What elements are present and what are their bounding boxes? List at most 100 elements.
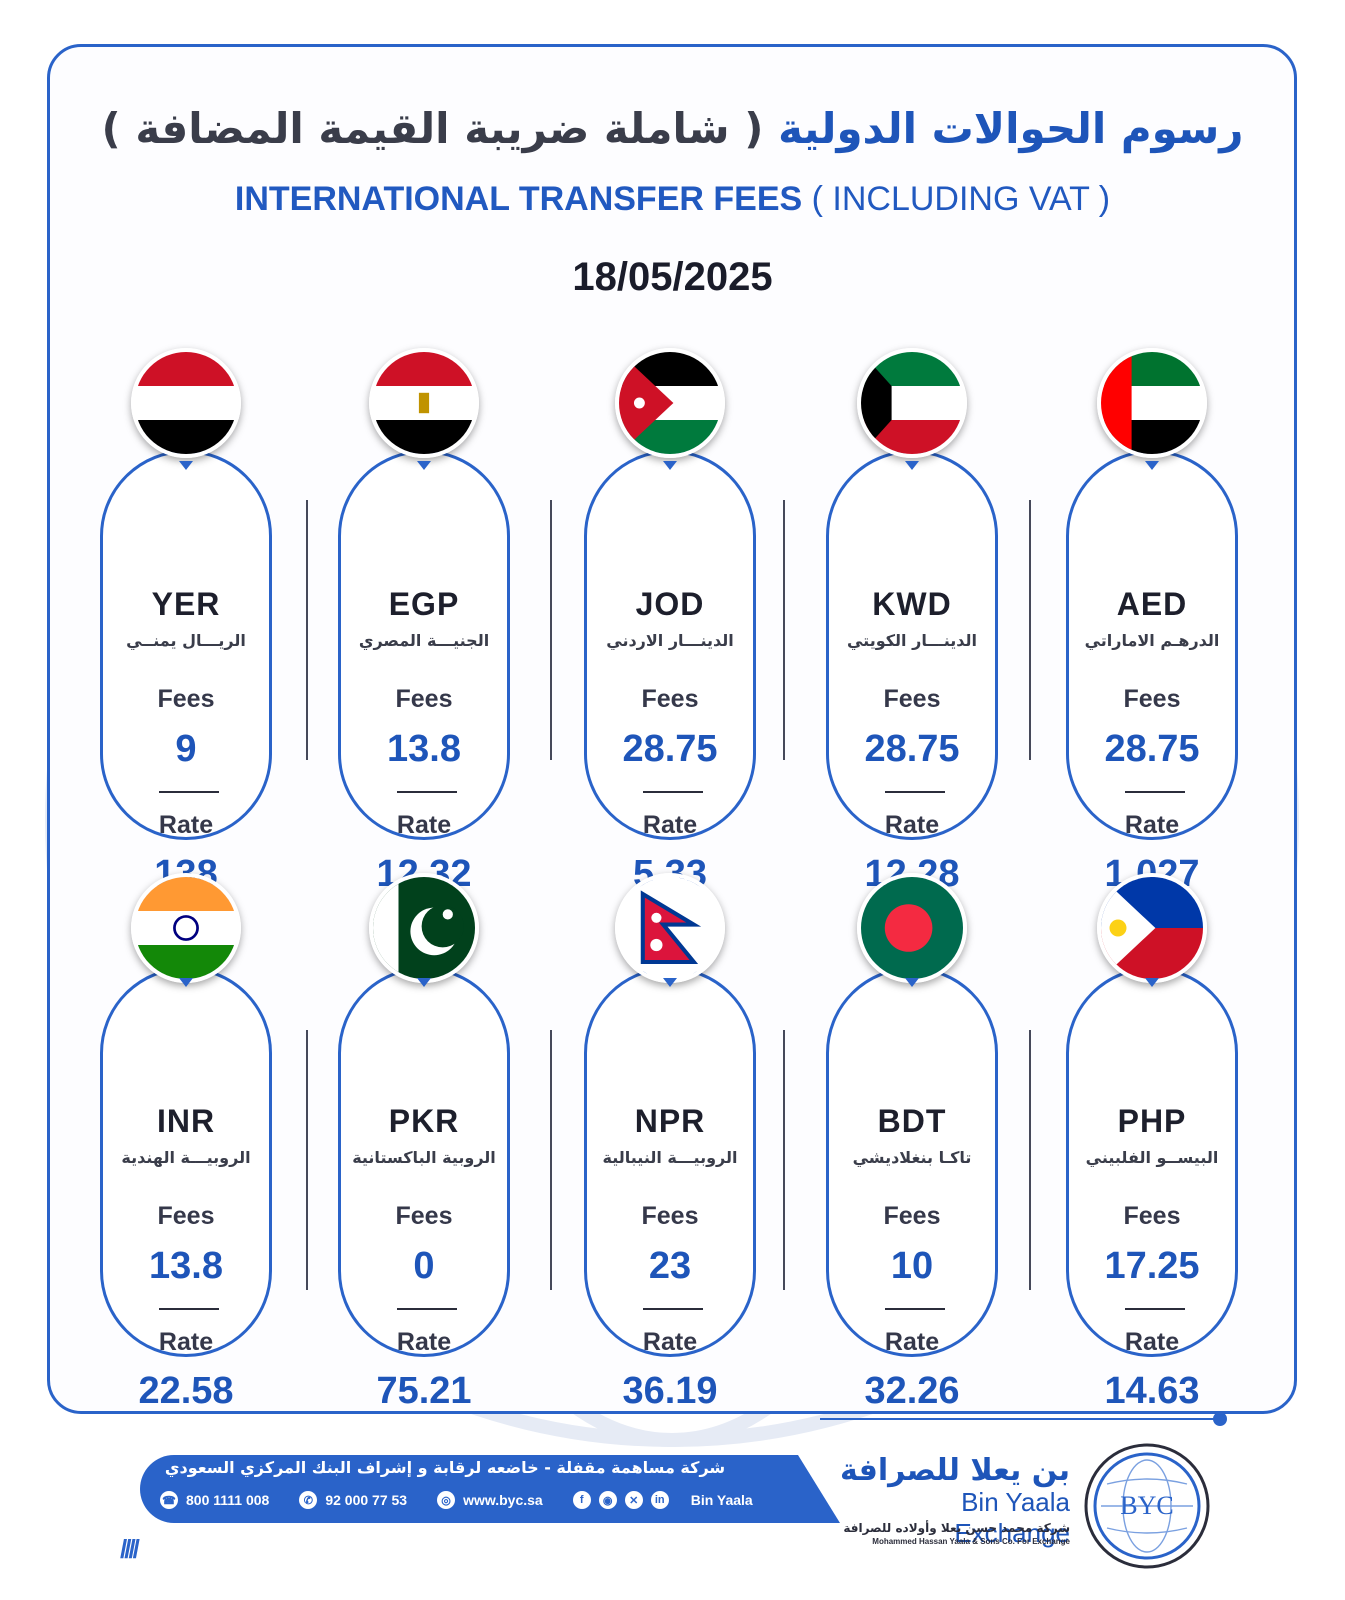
title-english: INTERNATIONAL TRANSFER FEES ( INCLUDING … xyxy=(0,180,1345,219)
rate-value: 32.26 xyxy=(864,1370,960,1412)
linkedin-icon[interactable]: in xyxy=(650,1491,669,1509)
fees-label: Fees xyxy=(641,1202,699,1230)
whatsapp-icon: ✆ xyxy=(299,1491,318,1509)
yemen-flag-icon xyxy=(131,348,241,458)
title-arabic-main: رسوم الحوالات الدولية xyxy=(778,104,1244,153)
column-divider xyxy=(1029,1030,1031,1290)
currency-card-yer: YER الريـــال يمنــي Fees 9 Rate 138 xyxy=(100,450,272,895)
currency-card-inr: INR الروبيـــة الهندية Fees 13.8 Rate 22… xyxy=(100,967,272,1412)
fees-label: Fees xyxy=(641,685,699,713)
currency-name-arabic: الجنيـــة المصري xyxy=(358,631,490,650)
decorative-slashes: //// xyxy=(120,1534,140,1564)
svg-text:BYC: BYC xyxy=(1120,1491,1173,1520)
column-divider xyxy=(783,500,785,760)
uae-flag-icon xyxy=(1097,348,1207,458)
nepal-flag-icon xyxy=(615,873,725,983)
rate-value: 75.21 xyxy=(376,1370,472,1412)
currency-name-arabic: الريـــال يمنــي xyxy=(126,631,246,650)
rate-label: Rate xyxy=(158,1328,214,1356)
instagram-icon[interactable]: ◉ xyxy=(598,1491,617,1509)
rate-label: Rate xyxy=(642,1328,698,1356)
egypt-flag-icon xyxy=(369,348,479,458)
footer-contact-row: ☎ 800 1111 008 ✆ 92 000 77 53 ◎ www.byc.… xyxy=(160,1488,760,1512)
footer-website[interactable]: www.byc.sa xyxy=(463,1492,543,1508)
pointer-triangle xyxy=(905,978,919,987)
phone-icon: ☎ xyxy=(160,1491,178,1509)
currency-card-php: PHP البيســو الفلبيني Fees 17.25 Rate 14… xyxy=(1066,967,1238,1412)
currency-code: AED xyxy=(1116,586,1188,622)
currency-card-pkr: PKR الروبية الباكستانية Fees 0 Rate 75.2… xyxy=(338,967,510,1412)
pointer-triangle xyxy=(417,978,431,987)
philippines-flag-icon xyxy=(1097,873,1207,983)
date-label: 18/05/2025 xyxy=(572,255,773,299)
fees-value: 13.8 xyxy=(387,728,461,770)
column-divider xyxy=(550,500,552,760)
currency-code: INR xyxy=(156,1103,216,1139)
fees-value: 28.75 xyxy=(1104,728,1200,770)
divider xyxy=(1125,1308,1185,1310)
column-divider xyxy=(306,500,308,760)
rate-label: Rate xyxy=(396,1328,452,1356)
brand-legal-arabic: شركة محمد حسن يعلا وأولاده للصرافة xyxy=(843,1521,1070,1535)
divider xyxy=(643,791,703,793)
divider xyxy=(885,1308,945,1310)
currency-card-npr: NPR الروبيـــة النيبالية Fees 23 Rate 36… xyxy=(584,967,756,1412)
column-divider xyxy=(1029,500,1031,760)
divider xyxy=(159,791,219,793)
divider xyxy=(397,1308,457,1310)
bangladesh-flag-icon xyxy=(857,873,967,983)
divider xyxy=(643,1308,703,1310)
currency-card-aed: AED الدرهـم الاماراتي Fees 28.75 Rate 1.… xyxy=(1066,450,1238,895)
footer-whatsapp[interactable]: 92 000 77 53 xyxy=(325,1492,408,1508)
currency-card-bdt: BDT تاكـا بنغلاديشي Fees 10 Rate 32.26 xyxy=(826,967,998,1412)
divider xyxy=(159,1308,219,1310)
fees-value: 28.75 xyxy=(864,728,960,770)
pointer-triangle xyxy=(1145,461,1159,470)
brand-name-arabic: بن يعلا للصرافة xyxy=(840,1453,1070,1488)
fees-value: 23 xyxy=(648,1245,692,1287)
fees-label: Fees xyxy=(157,1202,215,1230)
fees-label: Fees xyxy=(1123,685,1181,713)
pointer-triangle xyxy=(905,461,919,470)
rate-value: 36.19 xyxy=(622,1370,718,1412)
currency-card-egp: EGP الجنيـــة المصري Fees 13.8 Rate 12.3… xyxy=(338,450,510,895)
x-icon[interactable]: ✕ xyxy=(624,1491,643,1509)
currency-name-arabic: الروبيـــة الهندية xyxy=(121,1148,251,1167)
fees-value: 28.75 xyxy=(622,728,718,770)
fees-label: Fees xyxy=(395,685,453,713)
rate-label: Rate xyxy=(884,811,940,839)
currency-code: KWD xyxy=(872,586,952,622)
fees-value: 17.25 xyxy=(1104,1245,1200,1287)
currency-code: NPR xyxy=(634,1103,706,1139)
byc-logo: BYC xyxy=(1084,1443,1210,1569)
currency-code: PHP xyxy=(1117,1103,1187,1139)
rate-label: Rate xyxy=(642,811,698,839)
pointer-triangle xyxy=(663,461,677,470)
title-english-main: INTERNATIONAL TRANSFER FEES xyxy=(234,180,803,218)
facebook-icon[interactable]: f xyxy=(572,1491,591,1509)
footer-contact-bar xyxy=(140,1455,840,1523)
currency-name-arabic: الروبيـــة النيبالية xyxy=(602,1148,738,1167)
title-arabic-sub: ( شاملة ضريبة القيمة المضافة ) xyxy=(101,104,764,153)
rate-label: Rate xyxy=(884,1328,940,1356)
currency-name-arabic: تاكـا بنغلاديشي xyxy=(852,1148,972,1167)
brand-legal-english: Mohammed Hassan Yaala & Sons Co. For Exc… xyxy=(872,1537,1070,1546)
currency-name-arabic: البيســو الفلبيني xyxy=(1085,1148,1219,1167)
rate-value: 22.58 xyxy=(138,1370,234,1412)
currency-card-jod: JOD الدينـــار الاردني Fees 28.75 Rate 5… xyxy=(584,450,756,895)
fees-value: 10 xyxy=(890,1245,934,1287)
footer-phone[interactable]: 800 1111 008 xyxy=(186,1492,270,1508)
jordan-flag-icon xyxy=(615,348,725,458)
fees-label: Fees xyxy=(157,685,215,713)
pointer-triangle xyxy=(663,978,677,987)
title-arabic: رسوم الحوالات الدولية ( شاملة ضريبة القي… xyxy=(0,104,1345,153)
rate-label: Rate xyxy=(158,811,214,839)
pointer-triangle xyxy=(417,461,431,470)
fees-value: 13.8 xyxy=(149,1245,223,1287)
rate-value: 14.63 xyxy=(1104,1370,1200,1412)
footer-company-note: شركة مساهمة مقفلة - خاضعه لرقابة و إشراف… xyxy=(164,1458,726,1477)
column-divider xyxy=(550,1030,552,1290)
column-divider xyxy=(783,1030,785,1290)
currency-card-kwd: KWD الدينـــار الكويتي Fees 28.75 Rate 1… xyxy=(826,450,998,895)
rate-label: Rate xyxy=(396,811,452,839)
